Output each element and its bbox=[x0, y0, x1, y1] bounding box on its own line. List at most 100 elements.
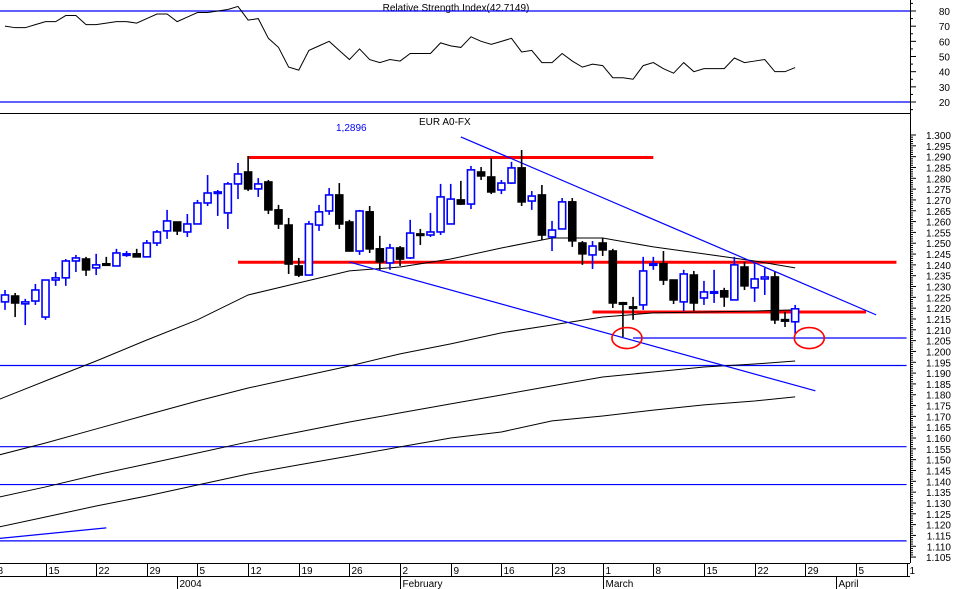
candle-body bbox=[760, 276, 770, 280]
price-axis-label: 1.205 bbox=[926, 337, 951, 348]
candle bbox=[193, 199, 202, 225]
candle-body bbox=[578, 242, 587, 255]
price-axis-label: 1.215 bbox=[926, 315, 951, 326]
price-axis-label: 1.265 bbox=[926, 207, 951, 218]
candle bbox=[476, 167, 486, 181]
rsi-axis-label: 70 bbox=[939, 22, 951, 33]
candle-body bbox=[0, 294, 10, 303]
candle-body bbox=[709, 290, 719, 295]
price-axis-label: 1.125 bbox=[926, 510, 951, 521]
moving-average-line-1 bbox=[0, 237, 796, 400]
candle-body bbox=[112, 252, 121, 267]
candle-body bbox=[162, 220, 172, 232]
price-axis-label: 1.150 bbox=[926, 456, 951, 467]
candle-body bbox=[669, 279, 678, 301]
candle bbox=[405, 219, 415, 260]
date-axis-label: 15 bbox=[49, 566, 61, 577]
candle bbox=[679, 269, 689, 311]
candle bbox=[324, 188, 334, 215]
candle bbox=[0, 289, 10, 310]
rsi-axis-label: 80 bbox=[939, 7, 951, 18]
candle-body bbox=[324, 194, 334, 212]
price-annotation: 1,2896 bbox=[336, 123, 367, 134]
candle bbox=[294, 257, 304, 277]
candle bbox=[426, 212, 435, 237]
trend-line bbox=[460, 136, 877, 316]
candle bbox=[790, 304, 800, 334]
candle-body bbox=[61, 260, 71, 279]
candle bbox=[10, 293, 20, 318]
candle-body bbox=[172, 221, 182, 232]
candle-body bbox=[547, 229, 557, 238]
candle bbox=[780, 311, 790, 327]
candle-body bbox=[628, 306, 638, 310]
price-axis-label: 1.155 bbox=[926, 445, 951, 456]
price-axis-label: 1.145 bbox=[926, 466, 951, 477]
candle-body bbox=[416, 233, 425, 237]
price-axis-label: 1.120 bbox=[926, 521, 951, 532]
candle bbox=[122, 251, 131, 257]
candle bbox=[102, 256, 111, 267]
rsi-panel: Relative Strength Index(42.7149) bbox=[0, 3, 910, 103]
moving-average-line-4 bbox=[0, 396, 796, 528]
candle-body bbox=[152, 231, 162, 244]
price-axis-label: 1.240 bbox=[926, 261, 951, 272]
price-axis-label: 1.180 bbox=[926, 391, 951, 402]
price-axis-label: 1.275 bbox=[926, 185, 951, 196]
candle-body bbox=[314, 211, 324, 226]
price-axis-label: 1.220 bbox=[926, 304, 951, 315]
candle-body bbox=[740, 266, 749, 287]
candle-body bbox=[557, 201, 567, 230]
rsi-title: Relative Strength Index(42.7149) bbox=[383, 3, 530, 14]
candle bbox=[213, 189, 223, 216]
candle-body bbox=[51, 277, 60, 281]
month-axis-label: 2004 bbox=[180, 579, 203, 589]
date-axis-label: 26 bbox=[352, 566, 364, 577]
date-axis-label: 23 bbox=[555, 566, 567, 577]
candle-body bbox=[41, 279, 50, 318]
candle bbox=[770, 272, 780, 324]
candle bbox=[709, 269, 719, 303]
candle-body bbox=[608, 250, 618, 304]
candle-body bbox=[497, 182, 506, 191]
price-axis-label: 1.270 bbox=[926, 196, 951, 207]
candle bbox=[243, 155, 253, 192]
candle bbox=[223, 181, 233, 229]
price-axis-label: 1.165 bbox=[926, 423, 951, 434]
price-axis-label: 1.230 bbox=[926, 283, 951, 294]
price-axis-label: 1.130 bbox=[926, 499, 951, 510]
price-axis-label: 1.285 bbox=[926, 163, 951, 174]
date-axis-label: 5 bbox=[200, 566, 206, 577]
candle-body bbox=[31, 289, 40, 302]
candle bbox=[446, 183, 456, 225]
candle bbox=[355, 209, 364, 255]
date-axis-label: 8 bbox=[656, 566, 662, 577]
rsi-line bbox=[4, 5, 796, 80]
trend-line bbox=[349, 261, 816, 392]
candle bbox=[719, 287, 729, 307]
candle bbox=[649, 256, 658, 270]
candle bbox=[345, 219, 354, 252]
candle-body bbox=[10, 295, 20, 304]
date-axis-label: 29 bbox=[808, 566, 820, 577]
candle bbox=[233, 162, 243, 200]
price-axis-label: 1.140 bbox=[926, 477, 951, 488]
candle bbox=[203, 175, 212, 206]
price-axis-label: 1.200 bbox=[926, 347, 951, 358]
price-axis-label: 1.250 bbox=[926, 239, 951, 250]
candle-body bbox=[719, 290, 729, 298]
candle bbox=[628, 296, 638, 320]
candle bbox=[578, 241, 587, 265]
candle-body bbox=[770, 276, 780, 321]
candle-body bbox=[517, 167, 526, 203]
candle bbox=[598, 238, 607, 256]
price-axis-label: 1.135 bbox=[926, 488, 951, 499]
candle-body bbox=[375, 248, 385, 263]
date-axis-label: 2 bbox=[403, 566, 409, 577]
candle bbox=[112, 248, 121, 267]
candle bbox=[395, 246, 405, 266]
rsi-axis-label: 40 bbox=[939, 68, 951, 79]
candle-body bbox=[527, 195, 537, 202]
highlight-ellipse bbox=[793, 326, 826, 350]
candle-body bbox=[588, 245, 597, 256]
